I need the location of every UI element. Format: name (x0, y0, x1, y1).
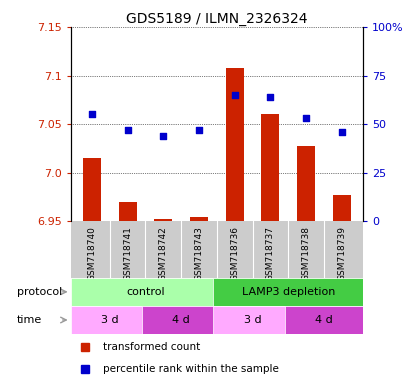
Bar (333, 195, 351, 222)
Text: time: time (17, 315, 42, 325)
Text: control: control (126, 287, 165, 297)
Bar (71, 278, 220, 306)
Text: protocol: protocol (17, 287, 62, 297)
Bar (226, 68, 244, 222)
Bar (190, 217, 208, 222)
Bar (297, 146, 315, 222)
Point (160, 133, 167, 139)
Text: percentile rank within the sample: percentile rank within the sample (103, 364, 278, 374)
Text: GSM718736: GSM718736 (230, 226, 239, 281)
Text: 3 d: 3 d (244, 315, 261, 325)
Point (196, 127, 203, 133)
Text: 3 d: 3 d (101, 315, 119, 325)
Point (338, 129, 345, 135)
Text: 4 d: 4 d (172, 315, 190, 325)
Text: GSM718738: GSM718738 (302, 226, 310, 281)
Bar (285, 306, 363, 334)
Bar (154, 218, 172, 222)
Point (124, 127, 131, 133)
Text: transformed count: transformed count (103, 342, 200, 352)
Bar (71, 306, 149, 334)
Bar (142, 306, 220, 334)
Text: GSM718739: GSM718739 (337, 226, 346, 281)
Bar (213, 306, 292, 334)
Text: GSM718743: GSM718743 (195, 226, 203, 281)
Text: LAMP3 depletion: LAMP3 depletion (242, 287, 335, 297)
Text: GSM718742: GSM718742 (159, 226, 168, 281)
Point (267, 94, 273, 100)
Text: GSM718741: GSM718741 (123, 226, 132, 281)
Bar (83, 158, 101, 222)
Text: 4 d: 4 d (315, 315, 333, 325)
Bar (213, 278, 363, 306)
Bar (119, 202, 137, 222)
Point (231, 92, 238, 98)
Point (303, 115, 309, 121)
Bar (261, 114, 279, 222)
Point (89, 111, 95, 118)
Text: GSM718740: GSM718740 (88, 226, 96, 281)
Text: GSM718737: GSM718737 (266, 226, 275, 281)
Title: GDS5189 / ILMN_2326324: GDS5189 / ILMN_2326324 (126, 12, 308, 26)
